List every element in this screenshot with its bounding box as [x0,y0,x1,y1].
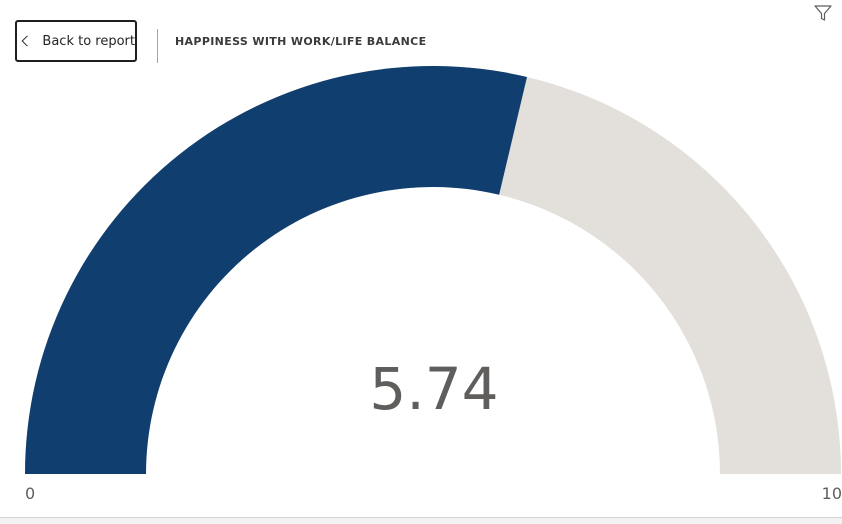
gauge-value-label: 5.74 [369,355,498,423]
chevron-left-icon [21,35,28,47]
back-to-report-button[interactable]: Back to report [15,20,137,62]
header-divider [157,29,158,63]
gauge-min-label: 0 [25,484,35,503]
visual-title: HAPPINESS WITH WORK/LIFE BALANCE [175,35,427,48]
filter-icon[interactable] [813,3,833,23]
gauge-fill [25,65,527,475]
back-to-report-label: Back to report [42,33,135,49]
gauge-max-label: 10 [822,484,842,503]
